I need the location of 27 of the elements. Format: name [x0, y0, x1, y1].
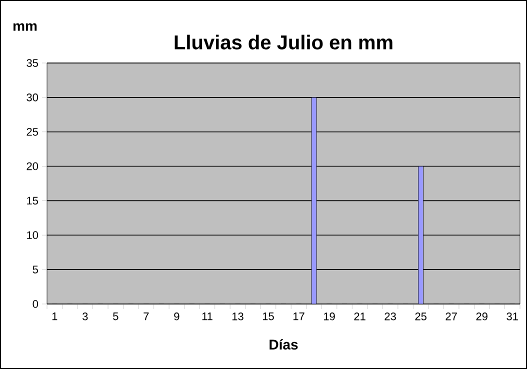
x-tick-label: 29: [476, 312, 488, 320]
y-tick-label: 35: [26, 59, 38, 67]
x-tick-label: 31: [506, 312, 518, 320]
y-tick-label: 15: [27, 196, 38, 205]
y-tick-label: 25: [26, 128, 38, 136]
x-axis-title: Días: [270, 339, 298, 350]
x-tick-label: 21: [354, 312, 366, 320]
x-tick-label: 3: [82, 312, 88, 320]
y-axis-title: mm: [13, 23, 37, 31]
x-tick-label: 19: [324, 312, 335, 320]
y-tick-label: 30: [26, 94, 38, 102]
y-tick-label: 0: [32, 300, 38, 308]
x-tick-label: 17: [293, 312, 304, 320]
x-tick-label: 27: [446, 312, 457, 320]
x-tick-label: 25: [415, 312, 426, 320]
x-tick-label: 23: [384, 312, 396, 320]
x-tick-label: 13: [232, 312, 244, 320]
y-tick-label: 5: [32, 266, 38, 274]
x-tick-label: 9: [174, 312, 180, 320]
x-tick-label: 7: [144, 312, 149, 320]
y-tick-label: 20: [26, 162, 38, 170]
y-tick-label: 10: [27, 231, 38, 240]
x-tick-label: 11: [202, 312, 212, 320]
x-tick-label: 1: [52, 312, 58, 320]
x-tick-label: 5: [113, 312, 118, 320]
x-tick-label: 15: [262, 312, 274, 320]
chart-title: Lluvias de Julio en mm: [174, 34, 392, 50]
